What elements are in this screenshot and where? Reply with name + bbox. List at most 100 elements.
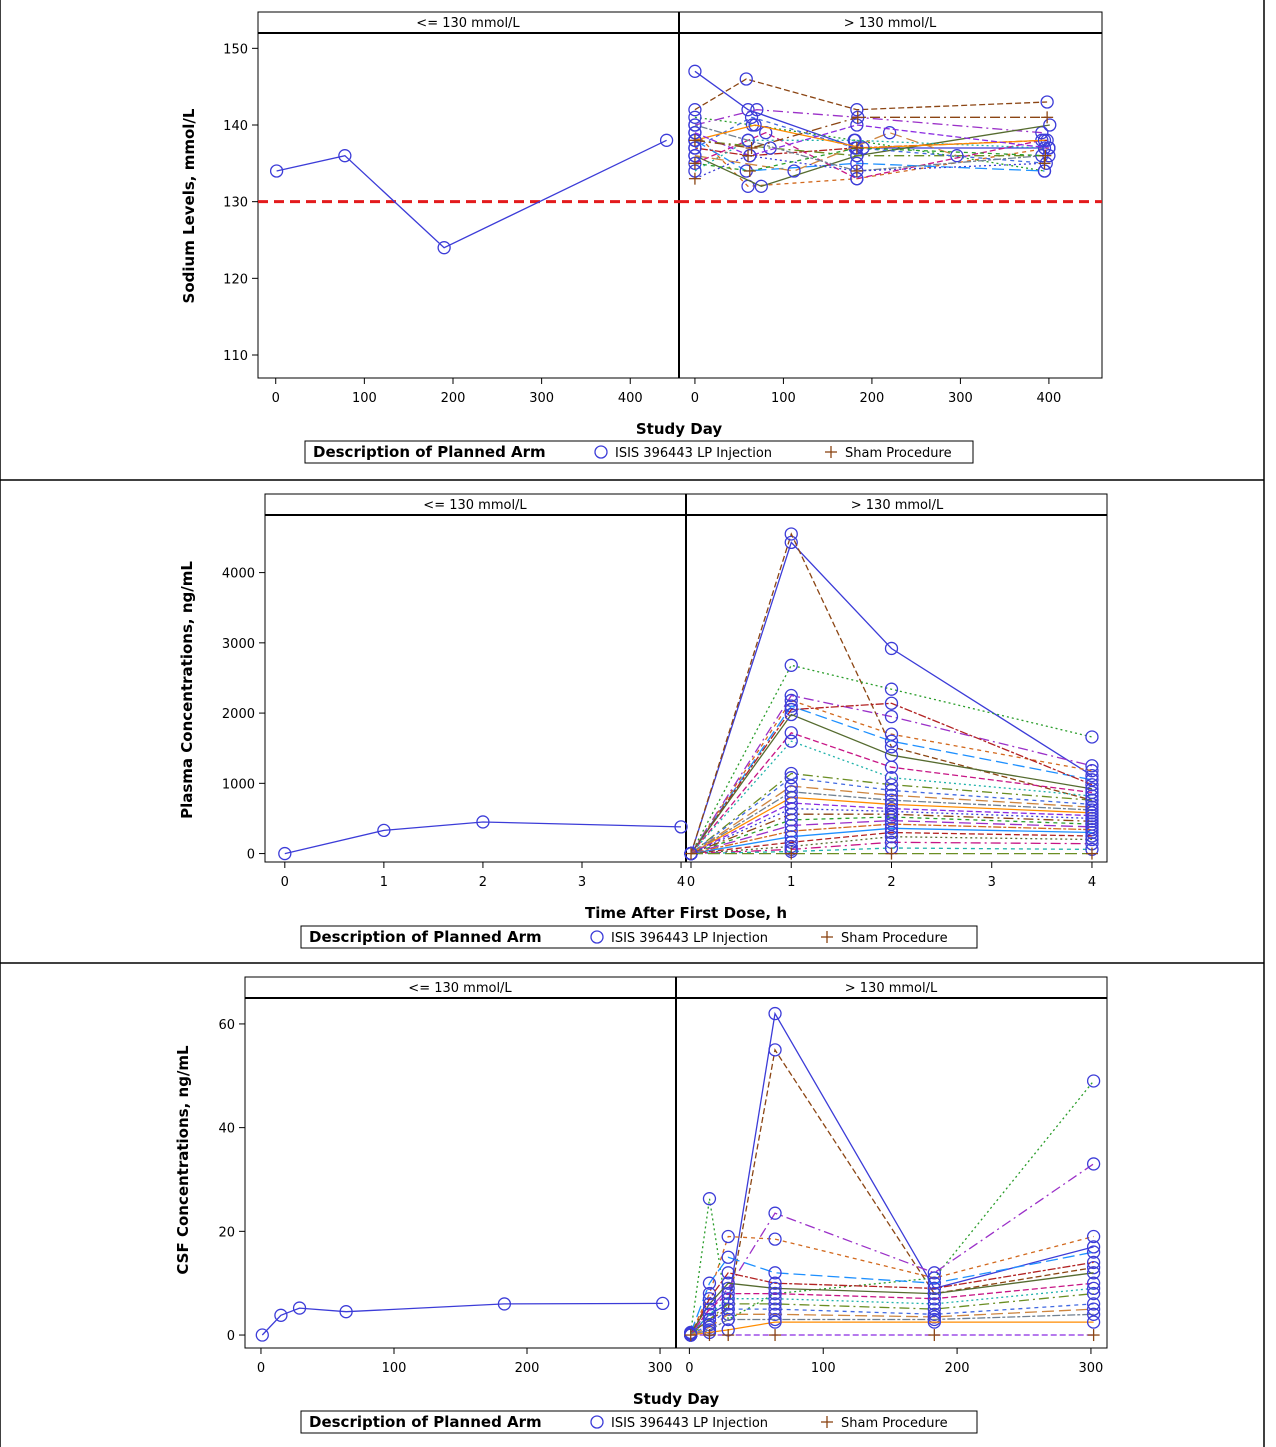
series-line (276, 139, 667, 249)
series-line (690, 777, 1093, 855)
legend-sham-label: Sham Procedure (845, 446, 952, 461)
drug-marker (278, 846, 292, 861)
drug-marker (927, 1315, 941, 1329)
y-ticks: 0 20 40 60 (218, 1018, 245, 1344)
x-tick-label: 4 (677, 875, 685, 890)
drug-marker (768, 1276, 782, 1290)
series-line (694, 109, 1042, 134)
drug-marker (721, 1312, 735, 1327)
drug-marker (927, 1276, 941, 1290)
drug-marker (784, 707, 798, 722)
drug-marker (721, 1276, 735, 1290)
drug-marker (702, 1312, 717, 1327)
drug-marker (1085, 782, 1099, 796)
drug-marker (741, 133, 755, 147)
x-ticks-right: 0 1 2 3 4 (687, 862, 1096, 890)
series-line (690, 1321, 1094, 1336)
legend-drug-label: ISIS 396443 LP Injection (615, 446, 772, 461)
legend-sham-label: Sham Procedure (841, 931, 948, 946)
series-line (690, 807, 1093, 855)
drug-marker (1086, 1240, 1101, 1254)
drug-marker (884, 727, 899, 741)
panel-title-right: > 130 mmol/L (844, 16, 937, 31)
series-line (690, 1308, 1094, 1336)
x-tick-label: 200 (515, 1361, 540, 1376)
x-ticks-left: 0 100 200 300 (257, 1348, 673, 1376)
x-tick-label: 0 (257, 1361, 265, 1376)
drug-marker (1085, 829, 1099, 843)
x-tick-label: 0 (685, 1361, 693, 1376)
drug-marker (784, 726, 798, 740)
drug-marker (1086, 1297, 1101, 1311)
drug-marker (1085, 730, 1099, 744)
drug-marker (1040, 95, 1054, 109)
drug-marker (884, 682, 899, 696)
legend-box (304, 440, 974, 464)
x-axis-label: Study Day (633, 1390, 720, 1408)
y-tick-label: 40 (218, 1122, 235, 1137)
drug-marker (784, 796, 798, 810)
y-tick-label: 120 (223, 272, 248, 287)
drug-marker (659, 133, 674, 147)
chart-sodium: <= 130 mmol/L > 130 mmol/L 1101201301401… (180, 11, 1103, 464)
legend: Description of Planned Arm ISIS 396443 LP… (304, 440, 974, 464)
drug-marker (884, 734, 899, 748)
drug-marker (768, 1232, 782, 1246)
drug-marker (255, 1328, 269, 1342)
x-ticks-left: 0 100 200 300 400 (272, 378, 643, 406)
drug-marker (884, 821, 899, 835)
drug-marker (1086, 1315, 1101, 1329)
drug-marker (768, 1315, 782, 1329)
y-axis-label: CSF Concentrations, ng/mL (174, 1045, 192, 1275)
series-line (694, 124, 1045, 149)
drug-marker (768, 1302, 782, 1316)
series-line (690, 847, 1093, 855)
series-line (690, 831, 1093, 855)
series-line (690, 1080, 1095, 1333)
series-line (694, 124, 1042, 172)
legend-drug-marker (590, 930, 604, 944)
legend-title: Description of Planned Arm (309, 1413, 542, 1431)
x-tick-label: 300 (948, 391, 973, 406)
y-tick-label: 110 (223, 349, 248, 364)
drug-marker (884, 788, 899, 802)
drug-marker (768, 1292, 782, 1306)
y-tick-label: 0 (227, 1329, 235, 1344)
drug-marker (1085, 825, 1099, 840)
drug-marker (768, 1043, 782, 1057)
series-line (690, 702, 1093, 854)
drug-marker (702, 1192, 717, 1206)
series-line (690, 1261, 1094, 1336)
x-tick-label: 2 (479, 875, 487, 890)
drug-marker (884, 793, 899, 807)
series-line (690, 713, 1093, 854)
drug-marker (927, 1271, 941, 1285)
series-line (690, 813, 1093, 855)
chart-plasma: <= 130 mmol/L > 130 mmol/L 0100020003000… (178, 493, 1108, 949)
series-line (690, 1303, 1094, 1336)
panel-title-left: <= 130 mmol/L (408, 981, 512, 996)
x-tick-label: 300 (648, 1361, 673, 1376)
drug-marker (950, 149, 964, 163)
drug-marker (497, 1297, 512, 1311)
x-tick-label: 0 (272, 391, 280, 406)
drug-marker (1086, 1281, 1101, 1296)
y-tick-label: 4000 (222, 567, 255, 582)
y-tick-label: 150 (223, 42, 248, 57)
x-tick-label: 3 (578, 875, 586, 890)
drug-marker (377, 823, 391, 838)
series-line (690, 1011, 1094, 1336)
x-tick-label: 0 (687, 875, 695, 890)
x-axis-label: Study Day (636, 420, 723, 438)
y-ticks: 110 120 130 140 150 (223, 42, 258, 364)
legend-drug-marker (590, 1415, 604, 1429)
x-ticks-left: 0 1 2 3 4 (281, 862, 685, 890)
drug-marker (768, 1006, 782, 1021)
drug-marker (884, 825, 899, 840)
drug-marker (884, 641, 899, 656)
drug-marker (744, 110, 759, 124)
series-line (694, 147, 1046, 172)
drug-marker (721, 1297, 735, 1311)
drug-marker (1037, 141, 1052, 155)
